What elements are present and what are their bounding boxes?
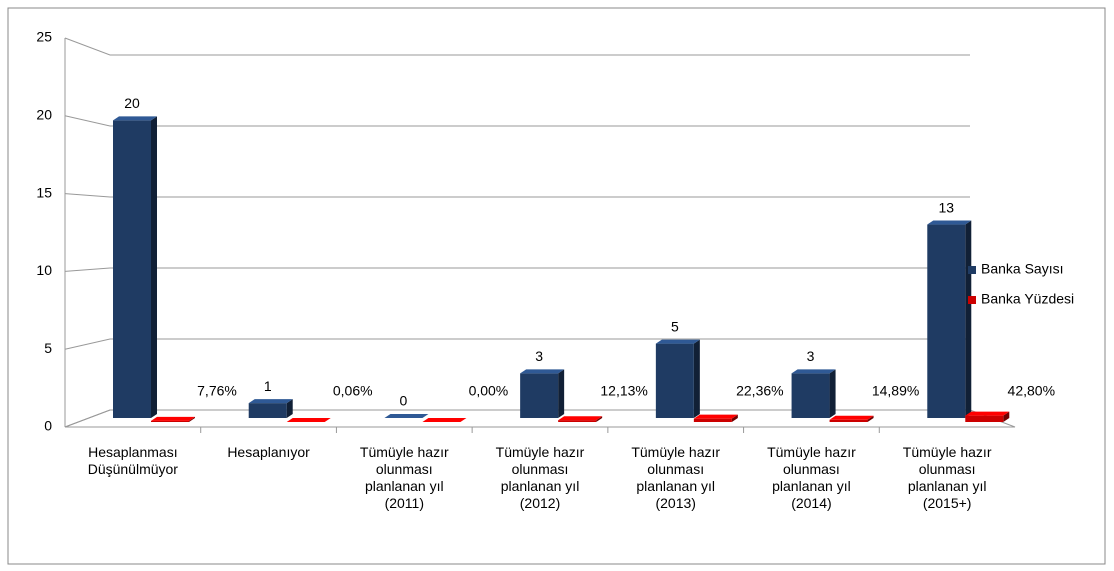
data-label: 7,76% [197, 383, 237, 399]
bar [655, 339, 700, 418]
bar-face [867, 415, 874, 422]
x-tick-label: Hesaplanıyor [227, 444, 310, 460]
x-tick-label: Tümüyle hazır olunması planlanan yıl (20… [631, 444, 721, 511]
bar-face [693, 339, 700, 418]
bar [927, 220, 972, 418]
x-tick-label: Hesaplanması Düşünülmüyor [87, 444, 178, 477]
bar-face [791, 373, 830, 418]
legend-swatch [968, 266, 976, 274]
data-label: 12,13% [600, 383, 647, 399]
y-tick-label: 10 [36, 262, 52, 278]
bar-face [286, 399, 293, 418]
bar [384, 414, 429, 418]
y-tick-label: 5 [44, 340, 52, 356]
bar-face [655, 339, 700, 344]
legend-label: Banka Yüzdesi [981, 291, 1074, 307]
x-tick-label: Tümüyle hazır olunması planlanan yıl (20… [359, 444, 449, 511]
data-label: 1 [264, 378, 272, 394]
bar-face [113, 116, 157, 121]
data-label: 13 [938, 199, 954, 215]
bar-face [655, 343, 694, 418]
bar-face [965, 220, 972, 418]
bar [693, 414, 738, 422]
bar-face [596, 416, 603, 422]
y-tick-label: 20 [36, 107, 52, 123]
legend-swatch [968, 296, 976, 304]
bar-face [422, 418, 467, 422]
bar-face [558, 420, 597, 422]
y-tick-label: 0 [44, 418, 52, 434]
x-tick-label: Tümüyle hazır olunması planlanan yıl (20… [495, 444, 585, 511]
bar-face [1003, 411, 1010, 422]
legend-label: Banka Sayısı [981, 261, 1064, 277]
bar [558, 416, 603, 422]
bar [151, 416, 195, 422]
bar [113, 116, 157, 419]
bar [286, 417, 331, 422]
bar-face [151, 116, 157, 419]
y-tick-label: 15 [36, 184, 52, 200]
grid-line [64, 37, 970, 56]
bar-face [829, 369, 836, 418]
bar-face [248, 403, 287, 418]
bar-face [324, 417, 331, 422]
bar-face [248, 399, 293, 404]
grid-line [64, 267, 970, 272]
bar [965, 411, 1010, 422]
data-label: 0 [400, 393, 408, 409]
bar-face [558, 369, 565, 418]
bar-face [151, 420, 189, 422]
bar-face [384, 414, 429, 418]
bar-face [731, 414, 738, 422]
grid-line [64, 338, 970, 350]
bar-face [151, 416, 195, 421]
data-label: 3 [807, 348, 815, 364]
bar-face [927, 224, 966, 418]
bar [829, 415, 874, 422]
bar-face [113, 120, 151, 419]
bar-face [829, 419, 868, 422]
bar-face [791, 369, 836, 374]
frame [7, 7, 1106, 565]
grid-line [64, 115, 970, 127]
data-label: 20 [124, 95, 140, 111]
bar [422, 418, 467, 422]
grid-line [64, 193, 970, 198]
bar-face [829, 415, 874, 420]
bar-face [189, 416, 195, 422]
bar-face [965, 411, 1010, 416]
bar [520, 369, 565, 418]
bar [248, 399, 293, 418]
x-tick-label: Tümüyle hazır olunması planlanan yıl (20… [902, 444, 992, 511]
data-label: 0,00% [469, 383, 509, 399]
bar-face [965, 415, 1004, 422]
bar-face [693, 414, 738, 419]
bar-face [520, 369, 565, 374]
y-tick-label: 25 [36, 29, 52, 45]
bar-face [520, 373, 559, 418]
bar-face [558, 416, 603, 421]
x-tick-label: Tümüyle hazır olunması planlanan yıl (20… [767, 444, 856, 511]
data-label: 14,89% [872, 383, 919, 399]
data-label: 5 [671, 318, 679, 334]
bar [791, 369, 836, 418]
data-label: 42,80% [1008, 383, 1055, 399]
data-label: 0,06% [333, 383, 373, 399]
data-label: 22,36% [736, 383, 783, 399]
bar-face [927, 220, 972, 225]
data-label: 3 [535, 348, 543, 364]
bar-face [693, 418, 732, 422]
bar-face [286, 417, 331, 422]
